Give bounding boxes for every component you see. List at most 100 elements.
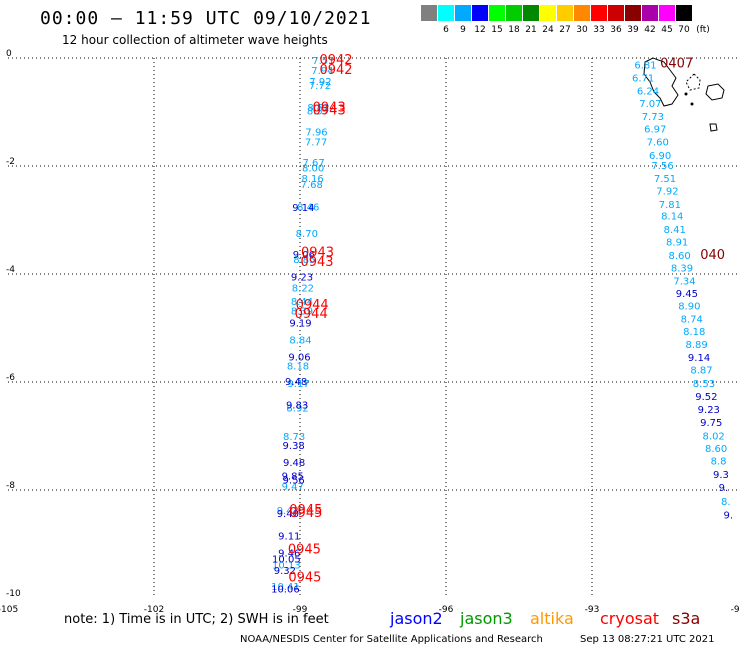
pass-time-label: 0407 xyxy=(660,56,693,71)
scale-label: 6 xyxy=(443,25,449,35)
x-tick-label: -105 xyxy=(0,605,18,615)
wave-height-label: 8.91 xyxy=(666,238,688,249)
wave-height-label: 7.60 xyxy=(647,138,669,149)
pass-time-label: 0944 xyxy=(296,298,329,313)
y-tick-label: -10 xyxy=(6,589,21,599)
pass-time-label: 040 xyxy=(700,248,725,263)
wave-height-label: 9.19 xyxy=(289,319,311,330)
wave-height-label: 8.52 xyxy=(307,103,329,114)
wave-height-label: 8.18 xyxy=(287,361,309,372)
wave-height-label: 9.40 xyxy=(277,509,299,520)
wave-height-label: 9.17 xyxy=(287,379,309,390)
wave-height-label: 9.46 xyxy=(278,549,300,560)
legend-item-jason3: jason3 xyxy=(460,609,513,628)
wave-height-label: 8.14 xyxy=(661,212,683,223)
scale-swatch xyxy=(472,5,488,21)
wave-height-label: 9.47 xyxy=(282,482,304,493)
x-tick-label: -102 xyxy=(144,605,164,615)
wave-height-label: 9.75 xyxy=(700,418,722,429)
wave-height-label: 9.83 xyxy=(286,401,308,412)
wave-height-label: 7.96 xyxy=(305,127,327,138)
wave-height-label: 10.06 xyxy=(271,584,300,595)
wave-height-label: 7.77 xyxy=(305,138,327,149)
wave-height-label: 8. xyxy=(721,497,731,508)
wave-height-label: 7.72 xyxy=(309,81,331,92)
wave-height-label: 8.44 xyxy=(291,297,313,308)
scale-label: 30 xyxy=(576,25,588,35)
legend-item-cryosat: cryosat xyxy=(600,609,660,628)
wave-height-label: 8.53 xyxy=(693,379,715,390)
scale-swatch xyxy=(591,5,607,21)
scale-swatch xyxy=(642,5,658,21)
x-tick-label: -99 xyxy=(293,605,308,615)
wave-height-label: 9. xyxy=(723,510,733,521)
scale-swatch xyxy=(540,5,556,21)
x-tick-label: -90 xyxy=(731,605,740,615)
x-tick-label: -93 xyxy=(585,605,600,615)
wave-height-label: 6.71 xyxy=(632,73,654,84)
wave-height-label: 8.39 xyxy=(671,264,693,275)
wave-height-label: 6.97 xyxy=(644,125,666,136)
wave-height-label: 9.52 xyxy=(695,392,717,403)
y-tick-label: 0 xyxy=(6,49,12,59)
wave-height-label: 8.00 xyxy=(302,164,324,175)
wave-height-label: 7.56 xyxy=(651,161,673,172)
scale-label: 27 xyxy=(559,25,571,35)
pass-time-label: 0942 xyxy=(319,53,352,68)
wave-height-label: 6.90 xyxy=(649,151,671,162)
island-outline-isabela xyxy=(643,57,679,107)
x-tick-label: -96 xyxy=(439,605,454,615)
map-grid xyxy=(8,57,738,598)
scale-swatch xyxy=(455,5,471,21)
pass-time-label: 0943 xyxy=(301,245,334,260)
wave-height-label: 8.22 xyxy=(292,284,314,295)
wave-height-label: 8.60 xyxy=(668,251,690,262)
scale-label: 33 xyxy=(593,25,605,35)
wave-height-label: 9.45 xyxy=(676,289,698,300)
y-tick-label: -2 xyxy=(6,157,15,167)
wave-height-label: 9.23 xyxy=(291,273,313,284)
scale-label: 70 xyxy=(678,25,690,35)
scale-swatch xyxy=(625,5,641,21)
wave-height-label: 8.92 xyxy=(286,403,308,414)
scale-swatch xyxy=(574,5,590,21)
wave-height-label: 9.38 xyxy=(283,441,305,452)
island-dot xyxy=(684,92,688,96)
wave-height-label: 9.06 xyxy=(288,353,310,364)
island-outline-espanola xyxy=(709,123,718,132)
pass-time-label: 0945 xyxy=(289,506,322,521)
scale-unit: (ft) xyxy=(696,25,710,35)
pass-time-label: 0945 xyxy=(289,503,322,518)
legend-item-altika: altika xyxy=(530,609,574,628)
wave-height-label: 8.89 xyxy=(686,340,708,351)
pass-time-label: 0943 xyxy=(300,255,333,270)
scale-label: 42 xyxy=(644,25,656,35)
wave-height-label: 9.43 xyxy=(277,506,299,517)
scale-swatch xyxy=(557,5,573,21)
wave-height-label: 9. xyxy=(719,483,729,494)
wave-height-label: 9.06 xyxy=(293,250,315,261)
pass-time-label: 0944 xyxy=(295,307,328,322)
wave-height-label: 8.84 xyxy=(289,335,311,346)
wave-height-label: 7.92 xyxy=(309,77,331,88)
wave-height-label: 7.51 xyxy=(654,174,676,185)
legend-item-jason2: jason2 xyxy=(390,609,443,628)
wave-height-label: 6.24 xyxy=(637,86,659,97)
scale-label: 18 xyxy=(508,25,520,35)
page-title: 00:00 – 11:59 UTC 09/10/2021 xyxy=(40,8,372,29)
y-tick-label: -6 xyxy=(6,373,15,383)
pass-time-label: 0943 xyxy=(313,103,346,118)
wave-height-label: 10.13 xyxy=(272,561,301,572)
wave-height-label: 7.73 xyxy=(642,112,664,123)
scale-swatch xyxy=(659,5,675,21)
scale-swatch xyxy=(608,5,624,21)
wave-height-label: 7.67 xyxy=(302,158,324,169)
scale-label: 12 xyxy=(474,25,486,35)
wave-height-label: 10.05 xyxy=(272,555,301,566)
wave-height-label: 9.23 xyxy=(698,405,720,416)
axis-labels: -105 -102 -99 -96 -93 -90 0 -2 -4 -6 -8 -10 xyxy=(0,49,740,615)
scale-swatch xyxy=(438,5,454,21)
wave-height-label: 8.74 xyxy=(681,314,703,325)
pass-time-label: 0945 xyxy=(288,570,321,585)
